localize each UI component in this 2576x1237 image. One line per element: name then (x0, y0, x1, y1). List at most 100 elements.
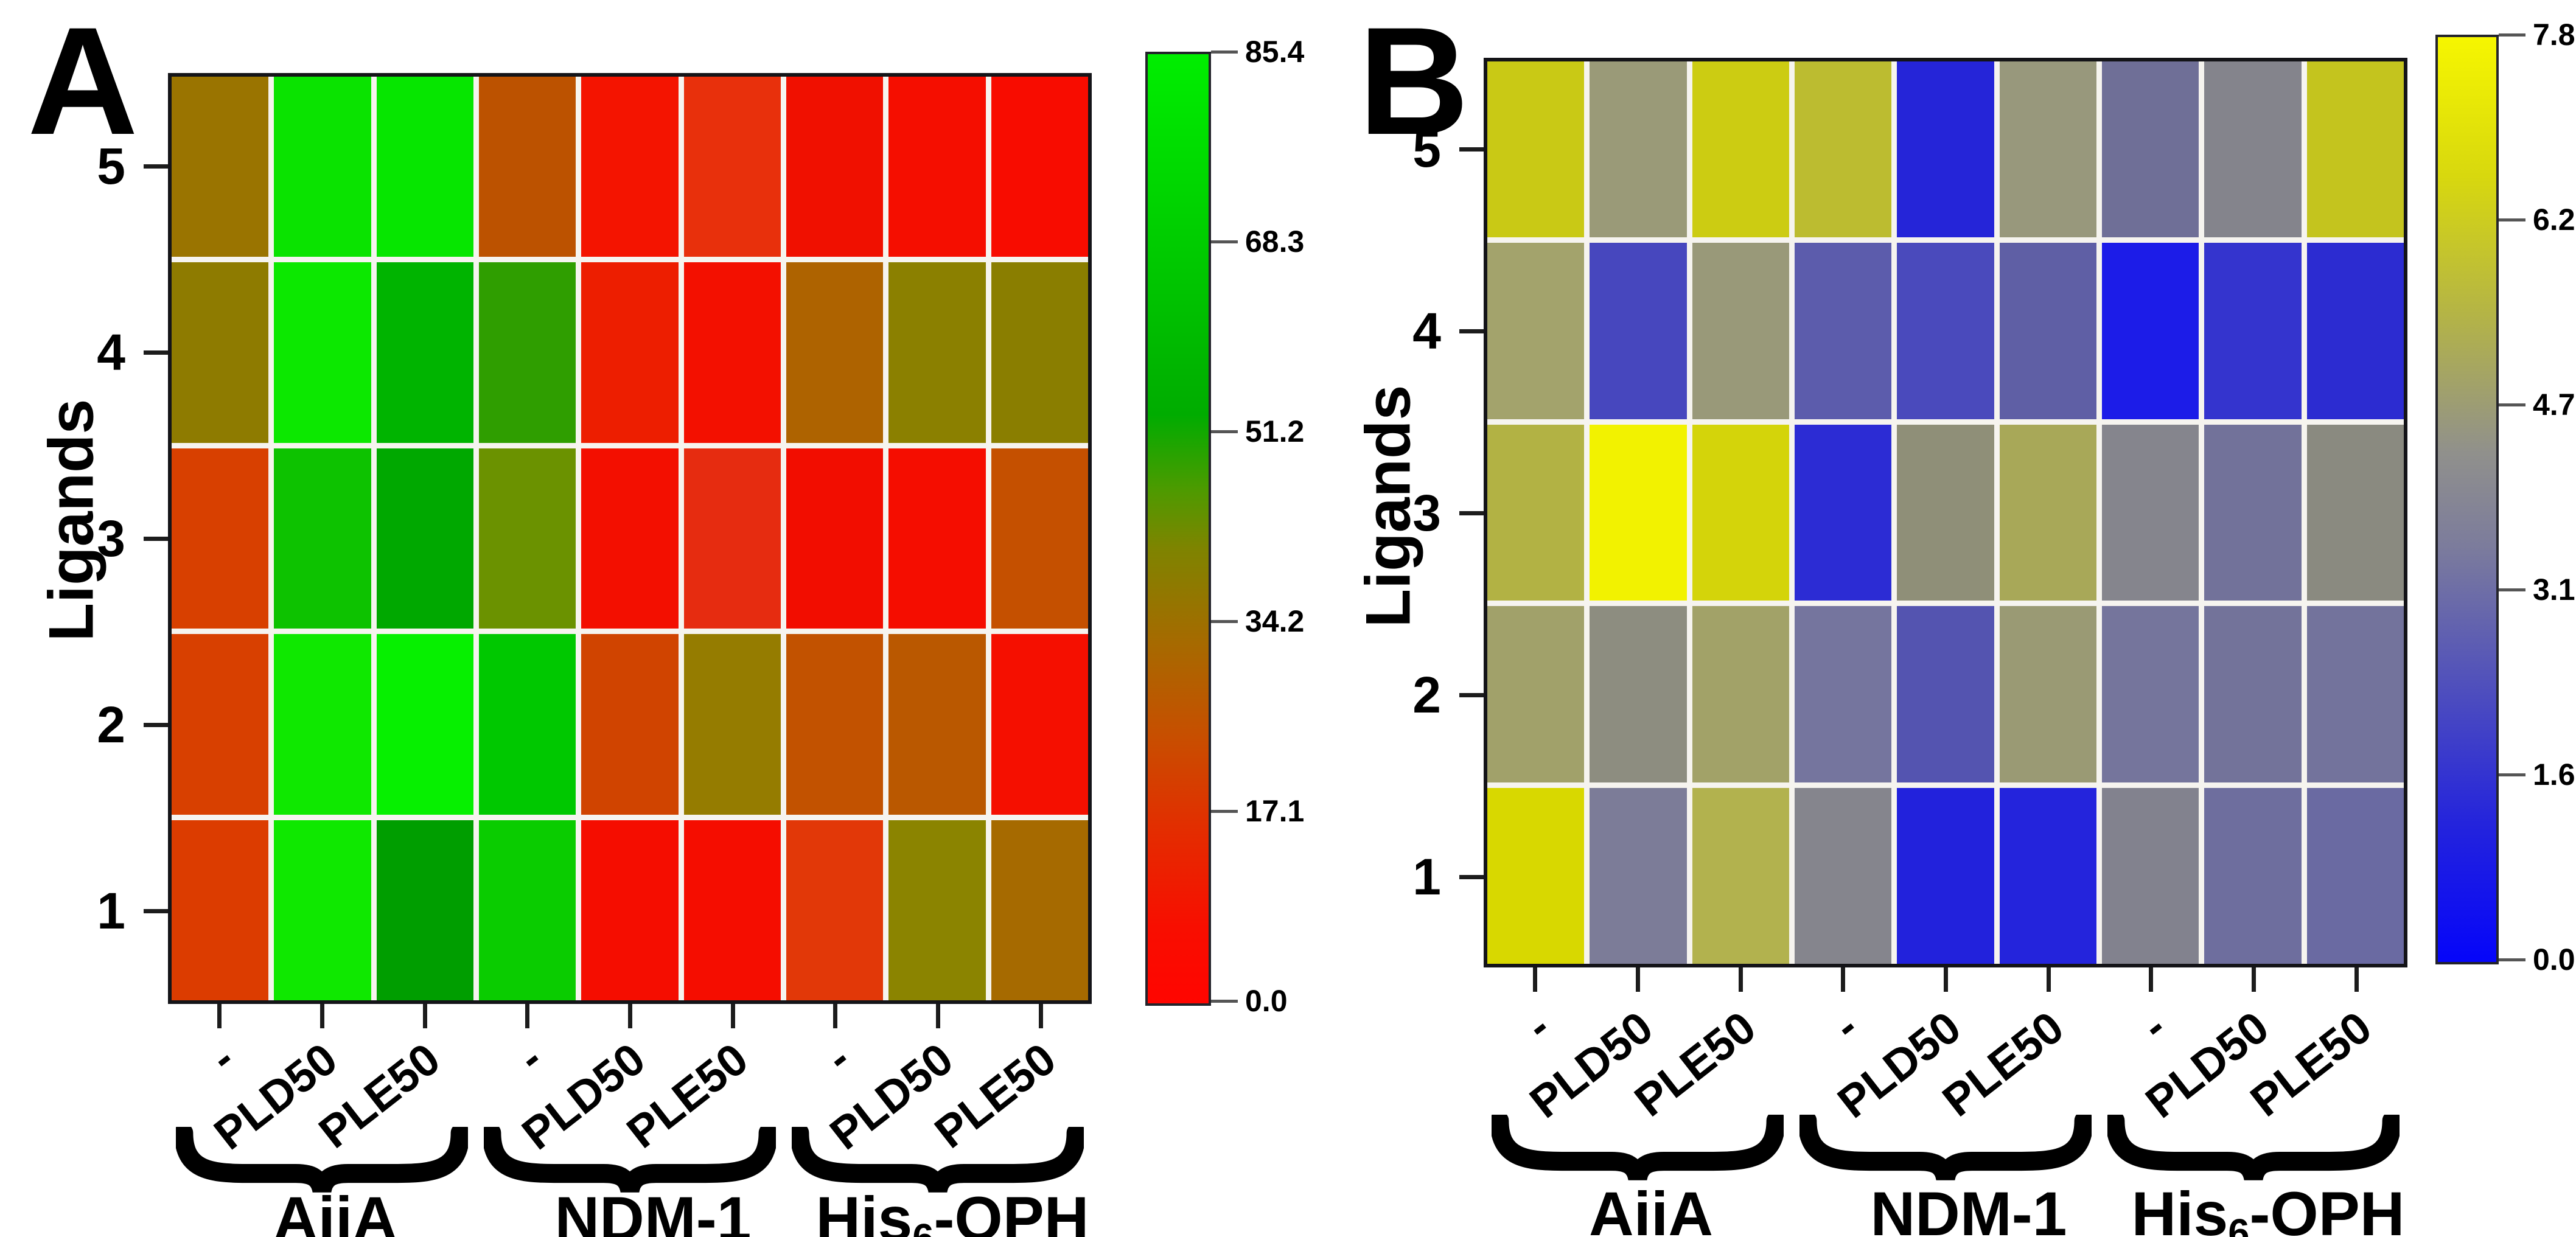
heatmap-cell (274, 634, 371, 815)
x-tick-mark (1841, 967, 1846, 992)
heatmap-cell (1897, 787, 1994, 964)
group-brace-icon (2106, 1111, 2401, 1182)
heatmap-cell (1692, 61, 1789, 238)
colorbar-gradient (1145, 52, 1211, 1006)
group-brace-icon (1490, 1111, 1785, 1182)
colorbar-tick-mark (2499, 773, 2525, 776)
x-tick-mark (320, 1004, 324, 1028)
colorbar-tick-mark (2499, 588, 2525, 591)
group-label: His6-OPH (815, 1184, 1089, 1237)
heatmap-cell (478, 262, 576, 443)
y-tick-mark (1459, 147, 1484, 152)
heatmap-cell (1692, 606, 1789, 782)
heatmap-cell (2101, 243, 2199, 419)
x-tick-mark (2252, 967, 2256, 992)
y-tick-label: 5 (97, 138, 125, 195)
colorbar-tick-label: 6.2 (2533, 203, 2575, 237)
heatmap-cell (1692, 243, 1789, 419)
x-tick-mark (1944, 967, 1948, 992)
heatmap-cell (683, 448, 781, 629)
heatmap-cell (274, 448, 371, 629)
x-tick-mark (1038, 1004, 1043, 1028)
colorbar-tick-mark (1211, 430, 1238, 433)
heatmap-cell (1692, 424, 1789, 601)
heatmap-cell (376, 820, 473, 1000)
colorbar-gradient (2435, 35, 2499, 964)
y-tick-mark (144, 909, 168, 913)
heatmap-cell (1999, 606, 2096, 782)
heatmap-cell (581, 262, 679, 443)
heatmap-cell (581, 820, 679, 1000)
y-tick-mark (144, 537, 168, 541)
y-tick-label: 1 (97, 882, 125, 939)
heatmap-cell (1999, 787, 2096, 964)
colorbar-tick-mark (2499, 33, 2525, 37)
heatmap-cell (2204, 787, 2302, 964)
group-label: NDM-1 (554, 1184, 752, 1237)
heatmap-cell (478, 448, 576, 629)
heatmap-cell (786, 77, 884, 257)
heatmap-cell (991, 77, 1088, 257)
heatmap-cell (2204, 424, 2302, 601)
heatmap-cell (786, 634, 884, 815)
heatmap-cell (2101, 424, 2199, 601)
heatmap-cell (888, 820, 986, 1000)
heatmap-cell (581, 634, 679, 815)
colorbar-tick-mark (2499, 403, 2525, 406)
heatmap-cell (1794, 787, 1892, 964)
colorbar-tick-label: 1.6 (2533, 758, 2575, 792)
group-brace-icon (174, 1123, 470, 1194)
heatmap-cell (2306, 424, 2404, 601)
y-tick-label: 4 (1412, 302, 1441, 360)
heatmap-cell (683, 77, 781, 257)
x-tick-mark (2046, 967, 2051, 992)
heatmap-cell (1897, 424, 1994, 601)
y-tick-mark (1459, 692, 1484, 697)
x-tick-mark (217, 1004, 222, 1028)
heatmap-cell (581, 77, 679, 257)
x-tick-mark (833, 1004, 838, 1028)
heatmap-cell (888, 77, 986, 257)
group-brace-icon (482, 1123, 778, 1194)
heatmap-cell (683, 820, 781, 1000)
colorbar-tick-label: 3.1 (2533, 573, 2575, 607)
heatmap-cell (991, 448, 1088, 629)
heatmap-cell (991, 634, 1088, 815)
x-tick-mark (525, 1004, 530, 1028)
group-brace-icon (790, 1123, 1086, 1194)
colorbar-tick-mark (1211, 1000, 1238, 1003)
heatmap-cell (1692, 787, 1789, 964)
x-tick-mark (1738, 967, 1743, 992)
heatmap-cell (1487, 787, 1585, 964)
colorbar-tick-label: 68.3 (1245, 225, 1305, 259)
heatmap-cell (888, 262, 986, 443)
colorbar-tick-label: 4.7 (2533, 388, 2575, 422)
heatmap-cell (786, 262, 884, 443)
heatmap-cell (786, 820, 884, 1000)
y-tick-mark (144, 350, 168, 355)
heatmap-cell (1999, 61, 2096, 238)
heatmap-cell (2306, 606, 2404, 782)
group-label: His6-OPH (2131, 1179, 2405, 1237)
heatmap-cell (991, 262, 1088, 443)
colorbar-tick-mark (2499, 958, 2525, 961)
heatmap-cell (1487, 61, 1585, 238)
heatmap-cell (1897, 243, 1994, 419)
panel-b-letter: B (1358, 0, 1469, 167)
colorbar-tick-mark (1211, 240, 1238, 243)
heatmap-cell (376, 448, 473, 629)
heatmap-cell (1487, 243, 1585, 419)
group-label: NDM-1 (1870, 1179, 2067, 1237)
heatmap-cell (478, 634, 576, 815)
x-tick-mark (730, 1004, 735, 1028)
heatmap-cell (478, 77, 576, 257)
heatmap-cell (2306, 787, 2404, 964)
y-tick-label: 3 (1412, 484, 1441, 542)
colorbar-tick-label: 0.0 (2533, 943, 2575, 977)
x-tick-mark (2354, 967, 2359, 992)
heatmap-cell (274, 77, 371, 257)
heatmap-cell (1794, 424, 1892, 601)
colorbar-tick-label: 0.0 (1245, 984, 1288, 1018)
